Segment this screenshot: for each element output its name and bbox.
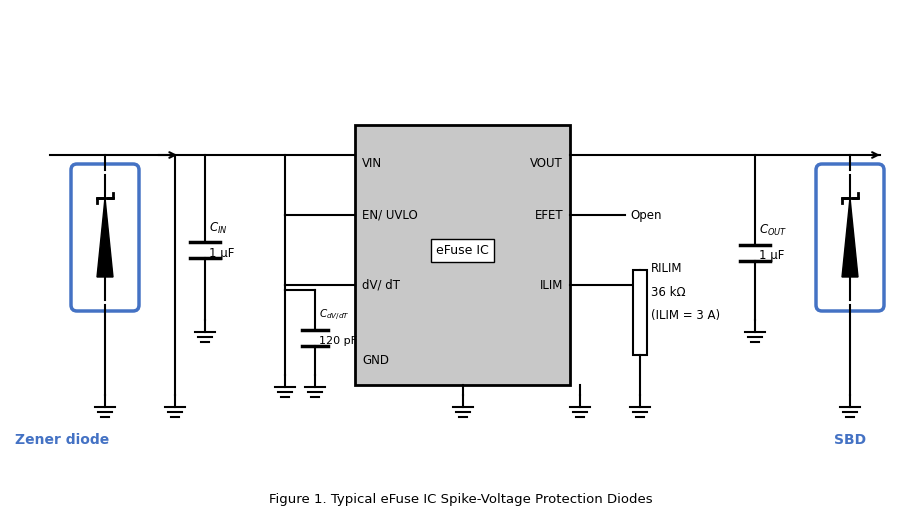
Text: Zener diode: Zener diode — [15, 433, 110, 447]
Text: ILIM: ILIM — [540, 279, 563, 292]
Text: $C_{IN}$: $C_{IN}$ — [209, 221, 227, 236]
Bar — [355, 125, 570, 385]
Text: EFET: EFET — [534, 209, 563, 222]
Text: eFuse IC: eFuse IC — [437, 243, 489, 256]
Text: RILIM: RILIM — [651, 262, 682, 275]
Text: Figure 1. Typical eFuse IC Spike-Voltage Protection Diodes: Figure 1. Typical eFuse IC Spike-Voltage… — [269, 494, 652, 507]
Polygon shape — [97, 198, 113, 277]
Text: 1 μF: 1 μF — [759, 249, 785, 262]
Text: VOUT: VOUT — [530, 156, 563, 169]
Text: Open: Open — [630, 209, 661, 222]
Text: $C_{dV/dT}$: $C_{dV/dT}$ — [319, 308, 350, 323]
FancyBboxPatch shape — [816, 164, 884, 311]
Text: SBD: SBD — [834, 433, 866, 447]
FancyBboxPatch shape — [71, 164, 139, 311]
Text: GND: GND — [362, 353, 389, 367]
Text: $C_{OUT}$: $C_{OUT}$ — [759, 223, 787, 238]
Text: dV/ dT: dV/ dT — [362, 279, 400, 292]
Text: 120 pF: 120 pF — [319, 336, 357, 346]
Text: EN/ UVLO: EN/ UVLO — [362, 209, 418, 222]
Polygon shape — [842, 198, 858, 277]
Text: 36 kΩ: 36 kΩ — [651, 285, 685, 298]
Text: 1 μF: 1 μF — [209, 247, 234, 260]
Text: VIN: VIN — [362, 156, 382, 169]
Text: (ILIM = 3 A): (ILIM = 3 A) — [651, 309, 720, 322]
Bar — [633, 270, 647, 355]
